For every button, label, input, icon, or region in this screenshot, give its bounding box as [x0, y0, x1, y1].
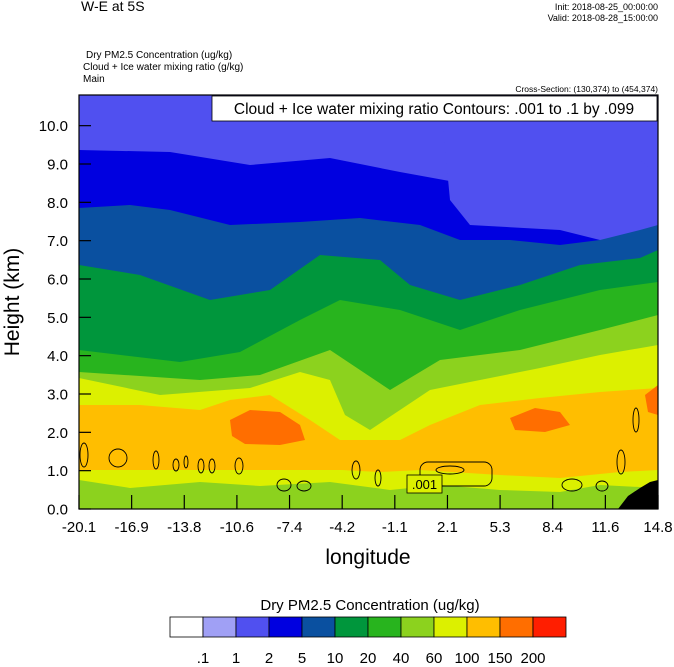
- cloud-contour: [276, 478, 292, 492]
- field-band-200-east: [510, 408, 570, 432]
- field-band-150: [79, 388, 658, 478]
- cloud-contour: [197, 458, 205, 474]
- colorbar-swatch: [301, 616, 336, 638]
- colorbar-level-label: 40: [393, 650, 410, 667]
- cloud-contour: [419, 461, 493, 487]
- field-name-cloud: Cloud + Ice water mixing ratio (g/kg): [83, 62, 244, 73]
- y-tick-label: 6.0: [47, 272, 68, 289]
- x-tick-label: -20.1: [62, 519, 96, 536]
- cloud-contour: [152, 450, 160, 470]
- colorbar-level-label: 200: [520, 650, 545, 667]
- contour-info-box: [211, 95, 658, 122]
- colorbar-swatch: [268, 616, 303, 638]
- colorbar-level-label: 150: [487, 650, 512, 667]
- cloud-contour: [208, 458, 216, 474]
- x-tick-label: 8.4: [542, 519, 563, 536]
- cloud-contour: [435, 465, 465, 475]
- x-tick-label: 14.8: [643, 519, 672, 536]
- colorbar-level-label: 2: [265, 650, 273, 667]
- colorbar-level-label: 5: [298, 650, 306, 667]
- y-tick-label: 5.0: [47, 310, 68, 327]
- x-tick-label: 11.6: [591, 519, 619, 536]
- cloud-contour: [108, 448, 128, 468]
- cloud-contour: [172, 458, 180, 472]
- y-tick-label: 1.0: [47, 463, 68, 480]
- x-axis: -20.1 -16.9 -13.8 -10.6 -7.4 -4.2 -1.1 2.1 5.3 8.…: [62, 495, 673, 536]
- y-tick-label: 4.0: [47, 348, 68, 365]
- cloud-contour: [79, 442, 89, 468]
- cloud-contour: [183, 455, 189, 469]
- colorbar-swatch: [466, 616, 501, 638]
- field-band-200-west: [230, 410, 305, 445]
- field-band-200-edge: [645, 385, 658, 415]
- colorbar-swatch: [400, 616, 435, 638]
- x-tick-label: -7.4: [277, 519, 303, 536]
- y-tick-label: 3.0: [47, 387, 68, 404]
- x-tick-label: -4.2: [329, 519, 355, 536]
- colorbar-swatch: [334, 616, 369, 638]
- y-tick-label: 9.0: [47, 157, 68, 174]
- colorbar-swatch: [202, 616, 237, 638]
- colorbar-level-label: 1: [232, 650, 240, 667]
- plot-title: W-E at 5S: [81, 0, 145, 14]
- colorbar-level-label: 10: [327, 650, 344, 667]
- cloud-contour: [595, 480, 609, 492]
- x-tick-label: -13.8: [167, 519, 201, 536]
- x-tick-label: -10.6: [220, 519, 254, 536]
- y-tick-label: 10.0: [39, 118, 68, 135]
- terrain-mask: [618, 480, 658, 509]
- colorbar-level-label: 100: [454, 650, 479, 667]
- y-axis: 0.0 1.0 2.0 3.0 4.0 5.0 6.0 7.0 8.0 9.0 10.0: [39, 118, 91, 519]
- colorbar-swatch: [499, 616, 534, 638]
- field-band-2-east: [440, 95, 658, 245]
- colorbar-level-label: .1: [197, 650, 210, 667]
- colorbar: .1 1 2 5 10 20 40 60 100 150 200: [169, 616, 567, 667]
- cloud-contour: [234, 457, 244, 475]
- field-band-surface-60: [79, 480, 658, 509]
- contour-value-box: [406, 474, 443, 494]
- field-name-main: Main: [83, 74, 105, 85]
- cloud-contour: [632, 407, 640, 433]
- y-tick-label: 8.0: [47, 195, 68, 212]
- colorbar-level-label: 20: [360, 650, 377, 667]
- x-tick-label: -16.9: [115, 519, 149, 536]
- y-tick-label: 2.0: [47, 425, 68, 442]
- cloud-contour: [351, 460, 361, 480]
- y-tick-label: 7.0: [47, 233, 68, 250]
- colorbar-swatch: [433, 616, 468, 638]
- cloud-contour: [296, 480, 312, 492]
- x-tick-label: 5.3: [490, 519, 511, 536]
- colorbar-title: Dry PM2.5 Concentration (ug/kg): [260, 597, 479, 614]
- cloud-contours: [79, 407, 640, 492]
- x-tick-label: 2.1: [437, 519, 458, 536]
- contour-value-label: .001: [406, 474, 443, 494]
- cloud-contour: [616, 449, 626, 475]
- concentration-field: [79, 95, 658, 509]
- colorbar-level-label: 60: [426, 650, 443, 667]
- cloud-contour: [374, 469, 382, 487]
- colorbar-swatch: [235, 616, 270, 638]
- y-tick-label: 0.0: [47, 502, 68, 519]
- plot-frame: [78, 94, 659, 510]
- init-time: Init: 2018-08-25_00:00:00: [554, 2, 658, 12]
- x-axis-label: longitude: [325, 546, 410, 569]
- cloud-contour: [561, 478, 583, 492]
- colorbar-swatch: [532, 616, 567, 638]
- x-tick-label: -1.1: [382, 519, 408, 536]
- y-axis-label: Height (km): [1, 248, 24, 357]
- field-name-pm25: Dry PM2.5 Concentration (ug/kg): [86, 50, 233, 61]
- contour-info: Cloud + Ice water mixing ratio Contours:…: [211, 95, 658, 122]
- contour-info-text: Cloud + Ice water mixing ratio Contours:…: [234, 101, 634, 118]
- contour-value-text: .001: [412, 477, 437, 492]
- colorbar-swatch: [367, 616, 402, 638]
- valid-time: Valid: 2018-08-28_15:00:00: [547, 13, 658, 23]
- cross-section-label: Cross-Section: (130,374) to (454,374): [515, 84, 658, 94]
- colorbar-swatch: [169, 616, 204, 638]
